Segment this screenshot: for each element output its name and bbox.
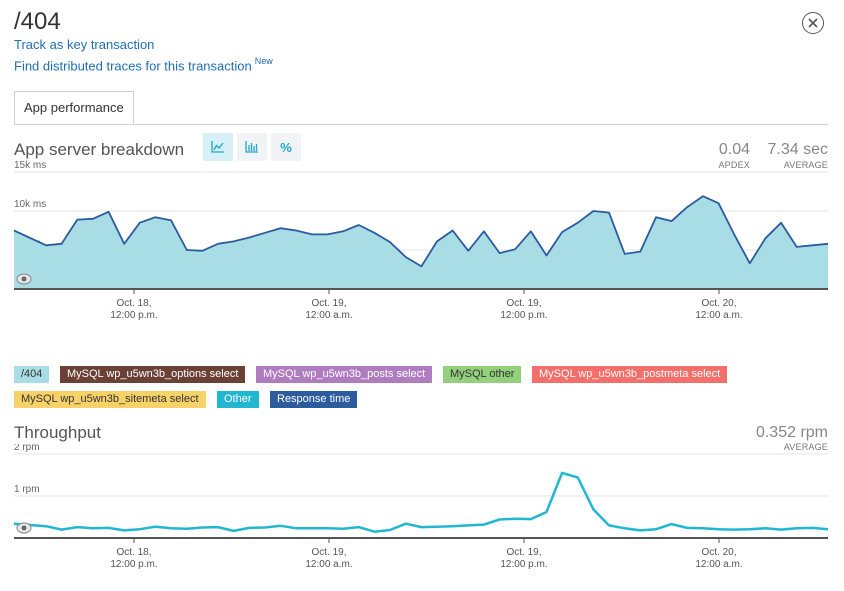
legend-item-0[interactable]: /404 — [14, 366, 50, 383]
x-tick-label-time: 12:00 p.m. — [110, 310, 157, 320]
distributed-traces-row: Find distributed traces for this transac… — [14, 56, 273, 75]
legend-item-2[interactable]: MySQL wp_u5wn3b_posts select — [256, 366, 433, 383]
new-badge: New — [254, 56, 273, 66]
throughput-average-value: 0.352 rpm — [755, 424, 828, 441]
legend-item-1[interactable]: MySQL wp_u5wn3b_options select — [60, 366, 246, 383]
average-response-label: AVERAGE — [783, 160, 828, 170]
x-tick-label-date: Oct. 19, — [311, 547, 346, 558]
apdex-value: 0.04 — [718, 141, 750, 158]
bar-chart-icon — [245, 141, 258, 153]
legend-item-4[interactable]: MySQL wp_u5wn3b_postmeta select — [532, 366, 728, 383]
area-chart-view-button[interactable] — [203, 133, 233, 161]
apdex-label: APDEX — [718, 160, 750, 170]
x-tick-label-time: 12:00 p.m. — [500, 310, 547, 320]
x-tick-label-time: 12:00 a.m. — [305, 310, 352, 320]
x-tick-label-date: Oct. 18, — [116, 298, 151, 309]
legend-item-7[interactable]: Response time — [270, 391, 358, 408]
x-tick-label-time: 12:00 a.m. — [305, 559, 352, 570]
area-chart-icon — [211, 141, 224, 153]
page-title: /404 — [14, 8, 61, 35]
x-tick-label-date: Oct. 19, — [506, 298, 541, 309]
app-server-breakdown-title: App server breakdown — [14, 140, 185, 159]
close-button[interactable] — [802, 12, 824, 34]
throughput-average-label: AVERAGE — [783, 442, 828, 452]
x-tick-label-date: Oct. 18, — [116, 547, 151, 558]
y-tick-label: 1 rpm — [14, 484, 40, 495]
y-tick-label: 2 rpm — [14, 444, 40, 453]
x-tick-label-time: 12:00 a.m. — [695, 310, 742, 320]
x-tick-label-date: Oct. 19, — [506, 547, 541, 558]
area-series-other — [14, 196, 828, 289]
y-tick-label: 10k ms — [14, 199, 46, 210]
x-tick-label-date: Oct. 20, — [701, 547, 736, 558]
track-key-transaction-link[interactable]: Track as key transaction — [14, 37, 155, 52]
tab-bar-divider — [14, 124, 828, 125]
x-tick-label-time: 12:00 p.m. — [500, 559, 547, 570]
legend-item-6[interactable]: Other — [217, 391, 259, 408]
x-tick-label-time: 12:00 a.m. — [695, 559, 742, 570]
close-circle-icon — [808, 18, 818, 28]
throughput-title: Throughput — [14, 423, 101, 442]
x-tick-label-time: 12:00 p.m. — [110, 559, 157, 570]
show-hide-series-icon[interactable] — [16, 273, 32, 285]
distributed-traces-link[interactable]: Find distributed traces for this transac… — [14, 58, 252, 74]
x-tick-label-date: Oct. 20, — [701, 298, 736, 309]
tab-app-performance[interactable]: App performance — [14, 91, 134, 124]
average-response-value: 7.34 sec — [767, 141, 828, 158]
throughput-line — [13, 471, 829, 533]
response-time-line — [13, 195, 829, 268]
legend-item-3[interactable]: MySQL other — [443, 366, 522, 383]
legend-item-5[interactable]: MySQL wp_u5wn3b_sitemeta select — [14, 391, 206, 408]
bar-chart-view-button[interactable] — [237, 133, 267, 161]
show-hide-series-icon[interactable] — [16, 522, 32, 534]
x-tick-label-date: Oct. 19, — [311, 298, 346, 309]
y-tick-label: 15k ms — [14, 160, 46, 171]
percent-view-button[interactable]: % — [271, 133, 301, 161]
